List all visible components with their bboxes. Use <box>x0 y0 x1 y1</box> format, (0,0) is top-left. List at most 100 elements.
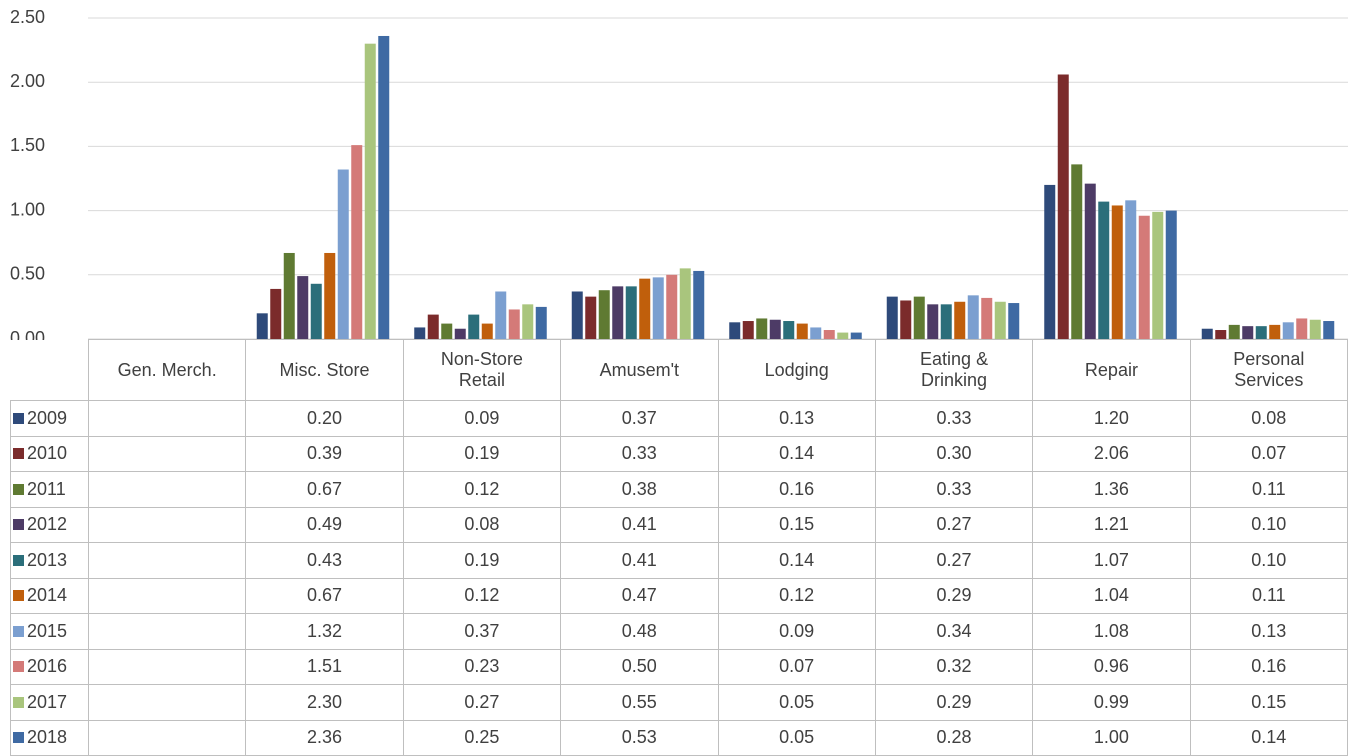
bar <box>351 145 363 339</box>
value-cell: 0.27 <box>402 684 562 721</box>
bar <box>522 304 534 339</box>
bar <box>1215 330 1227 339</box>
value-cell: 0.09 <box>402 400 562 437</box>
bar <box>612 286 624 339</box>
value-cell: 0.39 <box>245 435 404 472</box>
data-row: 2015 1.32 0.37 0.48 0.09 0.34 1.08 0.13 <box>10 613 1348 650</box>
data-row: 2012 0.49 0.08 0.41 0.15 0.27 1.21 0.10 <box>10 506 1348 543</box>
bar <box>927 304 939 339</box>
category-label: Eating & Drinking <box>874 339 1034 401</box>
value-cell: 0.19 <box>402 542 562 579</box>
legend-label: 2017 <box>27 691 68 712</box>
bar <box>1255 326 1267 339</box>
empty-cell <box>87 648 247 685</box>
value-cell: 0.33 <box>874 471 1034 508</box>
legend-label: 2018 <box>27 727 68 748</box>
bar <box>756 318 768 339</box>
y-tick-label: 0.00 <box>10 328 45 340</box>
value-cell: 2.30 <box>245 684 404 721</box>
bar <box>850 332 862 339</box>
category-label: Gen. Merch. <box>87 339 247 401</box>
bar <box>1152 211 1164 339</box>
value-cell: 0.33 <box>560 435 719 472</box>
legend-swatch <box>13 661 24 673</box>
bar <box>1296 318 1308 339</box>
legend-label: 2011 <box>27 478 66 499</box>
chart: 0.00 0.50 1.00 1.50 2.00 2.50 <box>10 7 1348 340</box>
category-label: Lodging <box>717 339 876 401</box>
value-cell: 0.47 <box>560 577 719 614</box>
value-cell: 0.11 <box>1189 471 1348 508</box>
bar <box>535 306 547 339</box>
value-cell: 0.10 <box>1189 542 1348 579</box>
category-label: Non-Store Retail <box>402 339 562 401</box>
value-cell: 0.05 <box>717 684 876 721</box>
value-cell: 1.08 <box>1032 613 1191 650</box>
empty-cell <box>87 577 247 614</box>
empty-cell <box>87 471 247 508</box>
empty-cell <box>87 613 247 650</box>
value-cell: 1.21 <box>1032 506 1191 543</box>
value-cell: 0.15 <box>717 506 876 543</box>
bar <box>940 304 952 339</box>
legend-swatch <box>13 448 24 460</box>
value-cell: 0.14 <box>717 435 876 472</box>
data-row: 2013 0.43 0.19 0.41 0.14 0.27 1.07 0.10 <box>10 542 1348 579</box>
value-cell: 0.08 <box>402 506 562 543</box>
bar <box>1165 210 1177 339</box>
value-cell: 2.36 <box>245 719 404 756</box>
legend-swatch <box>13 696 24 708</box>
y-tick-label: 1.50 <box>10 135 45 155</box>
legend-label: 2012 <box>27 514 68 535</box>
legend-swatch <box>13 483 24 495</box>
legend-cell: 2011 <box>10 471 89 508</box>
value-cell: 0.13 <box>717 400 876 437</box>
value-cell: 0.55 <box>560 684 719 721</box>
value-cell: 1.36 <box>1032 471 1191 508</box>
bar <box>913 296 925 339</box>
bar <box>1098 201 1110 339</box>
value-cell: 0.07 <box>1189 435 1348 472</box>
bar <box>571 291 583 339</box>
data-row: 2009 0.20 0.09 0.37 0.13 0.33 1.20 0.08 <box>10 400 1348 437</box>
value-cell: 0.07 <box>717 648 876 685</box>
value-cell: 0.33 <box>874 400 1034 437</box>
legend-swatch <box>13 412 24 424</box>
bar <box>886 296 898 339</box>
value-cell: 0.43 <box>245 542 404 579</box>
value-cell: 0.41 <box>560 506 719 543</box>
value-cell: 0.19 <box>402 435 562 472</box>
value-cell: 0.15 <box>1189 684 1348 721</box>
value-cell: 0.08 <box>1189 400 1348 437</box>
bar <box>679 268 691 339</box>
category-label: Personal Services <box>1189 339 1348 401</box>
bar <box>508 309 520 339</box>
value-cell: 0.67 <box>245 471 404 508</box>
legend-swatch <box>13 625 24 637</box>
legend-swatch <box>13 519 24 531</box>
data-table: Gen. Merch. Misc. Store Non-Store Retail Am… <box>10 339 1348 756</box>
bar <box>967 295 979 339</box>
bar <box>1323 321 1335 339</box>
value-cell: 0.34 <box>874 613 1034 650</box>
bar <box>468 314 480 339</box>
empty-cell <box>87 719 247 756</box>
legend-cell: 2012 <box>10 506 89 543</box>
bar <box>823 330 835 339</box>
legend-cell: 2016 <box>10 648 89 685</box>
value-cell: 0.11 <box>1189 577 1348 614</box>
legend-cell: 2018 <box>10 719 89 756</box>
legend-label: 2009 <box>27 407 68 428</box>
category-label: Misc. Store <box>245 339 404 401</box>
value-cell: 0.13 <box>1189 613 1348 650</box>
empty-cell <box>87 400 247 437</box>
bar <box>256 313 268 339</box>
value-cell: 0.29 <box>874 577 1034 614</box>
value-cell: 1.00 <box>1032 719 1191 756</box>
bar <box>981 297 993 339</box>
value-cell: 0.32 <box>874 648 1034 685</box>
value-cell: 1.07 <box>1032 542 1191 579</box>
value-cell: 0.53 <box>560 719 719 756</box>
bar <box>810 327 822 339</box>
value-cell: 0.49 <box>245 506 404 543</box>
